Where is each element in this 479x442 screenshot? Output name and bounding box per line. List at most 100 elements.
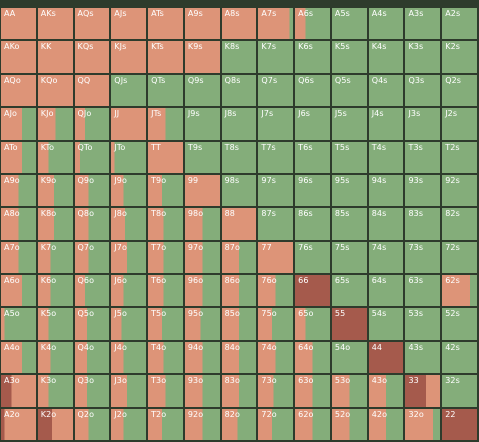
hand-cell-qts[interactable]: QTs [148,74,183,107]
hand-cell-a5s[interactable]: A5s [331,8,367,40]
hand-cell-88[interactable]: 88 [221,208,257,240]
hand-cell-t7o[interactable]: T7o [148,241,183,274]
hand-cell-q4o[interactable]: Q4o [74,341,110,374]
hand-cell-j2o[interactable]: J2o [111,408,147,440]
hand-cell-k2o[interactable]: K2o [37,408,73,440]
hand-cell-t8o[interactable]: T8o [148,208,183,240]
hand-cell-aa[interactable]: AA [1,8,36,40]
hand-cell-a2s[interactable]: A2s [442,8,477,40]
hand-cell-a6s[interactable]: A6s [295,8,330,40]
hand-cell-k4o[interactable]: K4o [37,341,73,374]
hand-cell-98o[interactable]: 98o [184,208,220,240]
hand-cell-j6o[interactable]: J6o [111,275,147,307]
hand-cell-96s[interactable]: 96s [295,174,330,207]
hand-cell-t6s[interactable]: T6s [295,141,330,173]
hand-cell-k7o[interactable]: K7o [37,241,73,274]
hand-cell-q6s[interactable]: Q6s [295,74,330,107]
hand-cell-k7s[interactable]: K7s [258,41,294,73]
hand-cell-73o[interactable]: 73o [258,375,294,407]
hand-cell-ato[interactable]: ATo [1,141,36,173]
hand-cell-t6o[interactable]: T6o [148,275,183,307]
hand-cell-t4s[interactable]: T4s [368,141,404,173]
hand-cell-kqo[interactable]: KQo [37,74,73,107]
hand-cell-32s[interactable]: 32s [442,375,477,407]
hand-cell-75s[interactable]: 75s [331,241,367,274]
hand-cell-22[interactable]: 22 [442,408,477,440]
hand-cell-63s[interactable]: 63s [405,275,441,307]
hand-cell-65s[interactable]: 65s [331,275,367,307]
hand-cell-j3o[interactable]: J3o [111,375,147,407]
hand-cell-q5o[interactable]: Q5o [74,308,110,340]
hand-cell-ajo[interactable]: AJo [1,108,36,140]
hand-cell-33[interactable]: 33 [405,375,441,407]
hand-cell-k9o[interactable]: K9o [37,174,73,207]
hand-cell-84o[interactable]: 84o [221,341,257,374]
hand-cell-73s[interactable]: 73s [405,241,441,274]
hand-cell-q3o[interactable]: Q3o [74,375,110,407]
hand-cell-a4o[interactable]: A4o [1,341,36,374]
hand-cell-qto[interactable]: QTo [74,141,110,173]
hand-cell-k3s[interactable]: K3s [405,41,441,73]
hand-cell-a3s[interactable]: A3s [405,8,441,40]
hand-cell-84s[interactable]: 84s [368,208,404,240]
hand-cell-t9s[interactable]: T9s [184,141,220,173]
hand-cell-k5s[interactable]: K5s [331,41,367,73]
hand-cell-kjs[interactable]: KJs [111,41,147,73]
hand-cell-q5s[interactable]: Q5s [331,74,367,107]
hand-cell-92s[interactable]: 92s [442,174,477,207]
hand-cell-k8o[interactable]: K8o [37,208,73,240]
hand-cell-72o[interactable]: 72o [258,408,294,440]
hand-cell-j5s[interactable]: J5s [331,108,367,140]
hand-cell-93o[interactable]: 93o [184,375,220,407]
hand-cell-q3s[interactable]: Q3s [405,74,441,107]
hand-cell-96o[interactable]: 96o [184,275,220,307]
hand-cell-87o[interactable]: 87o [221,241,257,274]
hand-cell-55[interactable]: 55 [331,308,367,340]
hand-cell-76s[interactable]: 76s [295,241,330,274]
hand-cell-86o[interactable]: 86o [221,275,257,307]
hand-cell-q7s[interactable]: Q7s [258,74,294,107]
hand-cell-52s[interactable]: 52s [442,308,477,340]
hand-cell-a4s[interactable]: A4s [368,8,404,40]
hand-cell-q2o[interactable]: Q2o [74,408,110,440]
hand-cell-72s[interactable]: 72s [442,241,477,274]
hand-cell-a9o[interactable]: A9o [1,174,36,207]
hand-cell-k6s[interactable]: K6s [295,41,330,73]
hand-cell-a6o[interactable]: A6o [1,275,36,307]
hand-cell-53o[interactable]: 53o [331,375,367,407]
hand-cell-aks[interactable]: AKs [37,8,73,40]
hand-cell-53s[interactable]: 53s [405,308,441,340]
hand-cell-q7o[interactable]: Q7o [74,241,110,274]
hand-cell-q2s[interactable]: Q2s [442,74,477,107]
hand-cell-ajs[interactable]: AJs [111,8,147,40]
hand-cell-64o[interactable]: 64o [295,341,330,374]
hand-cell-j5o[interactable]: J5o [111,308,147,340]
hand-cell-85o[interactable]: 85o [221,308,257,340]
hand-cell-j2s[interactable]: J2s [442,108,477,140]
hand-cell-q4s[interactable]: Q4s [368,74,404,107]
hand-cell-83o[interactable]: 83o [221,375,257,407]
hand-cell-76o[interactable]: 76o [258,275,294,307]
hand-cell-k5o[interactable]: K5o [37,308,73,340]
hand-cell-82s[interactable]: 82s [442,208,477,240]
hand-cell-t8s[interactable]: T8s [221,141,257,173]
hand-cell-62o[interactable]: 62o [295,408,330,440]
hand-cell-83s[interactable]: 83s [405,208,441,240]
hand-cell-a3o[interactable]: A3o [1,375,36,407]
hand-cell-43o[interactable]: 43o [368,375,404,407]
hand-cell-98s[interactable]: 98s [221,174,257,207]
hand-cell-97s[interactable]: 97s [258,174,294,207]
hand-cell-54s[interactable]: 54s [368,308,404,340]
hand-cell-j7o[interactable]: J7o [111,241,147,274]
hand-cell-t3o[interactable]: T3o [148,375,183,407]
hand-cell-k2s[interactable]: K2s [442,41,477,73]
hand-cell-t4o[interactable]: T4o [148,341,183,374]
hand-cell-t5s[interactable]: T5s [331,141,367,173]
hand-cell-kqs[interactable]: KQs [74,41,110,73]
hand-cell-52o[interactable]: 52o [331,408,367,440]
hand-cell-ako[interactable]: AKo [1,41,36,73]
hand-cell-j7s[interactable]: J7s [258,108,294,140]
hand-cell-j8o[interactable]: J8o [111,208,147,240]
hand-cell-63o[interactable]: 63o [295,375,330,407]
hand-cell-q6o[interactable]: Q6o [74,275,110,307]
